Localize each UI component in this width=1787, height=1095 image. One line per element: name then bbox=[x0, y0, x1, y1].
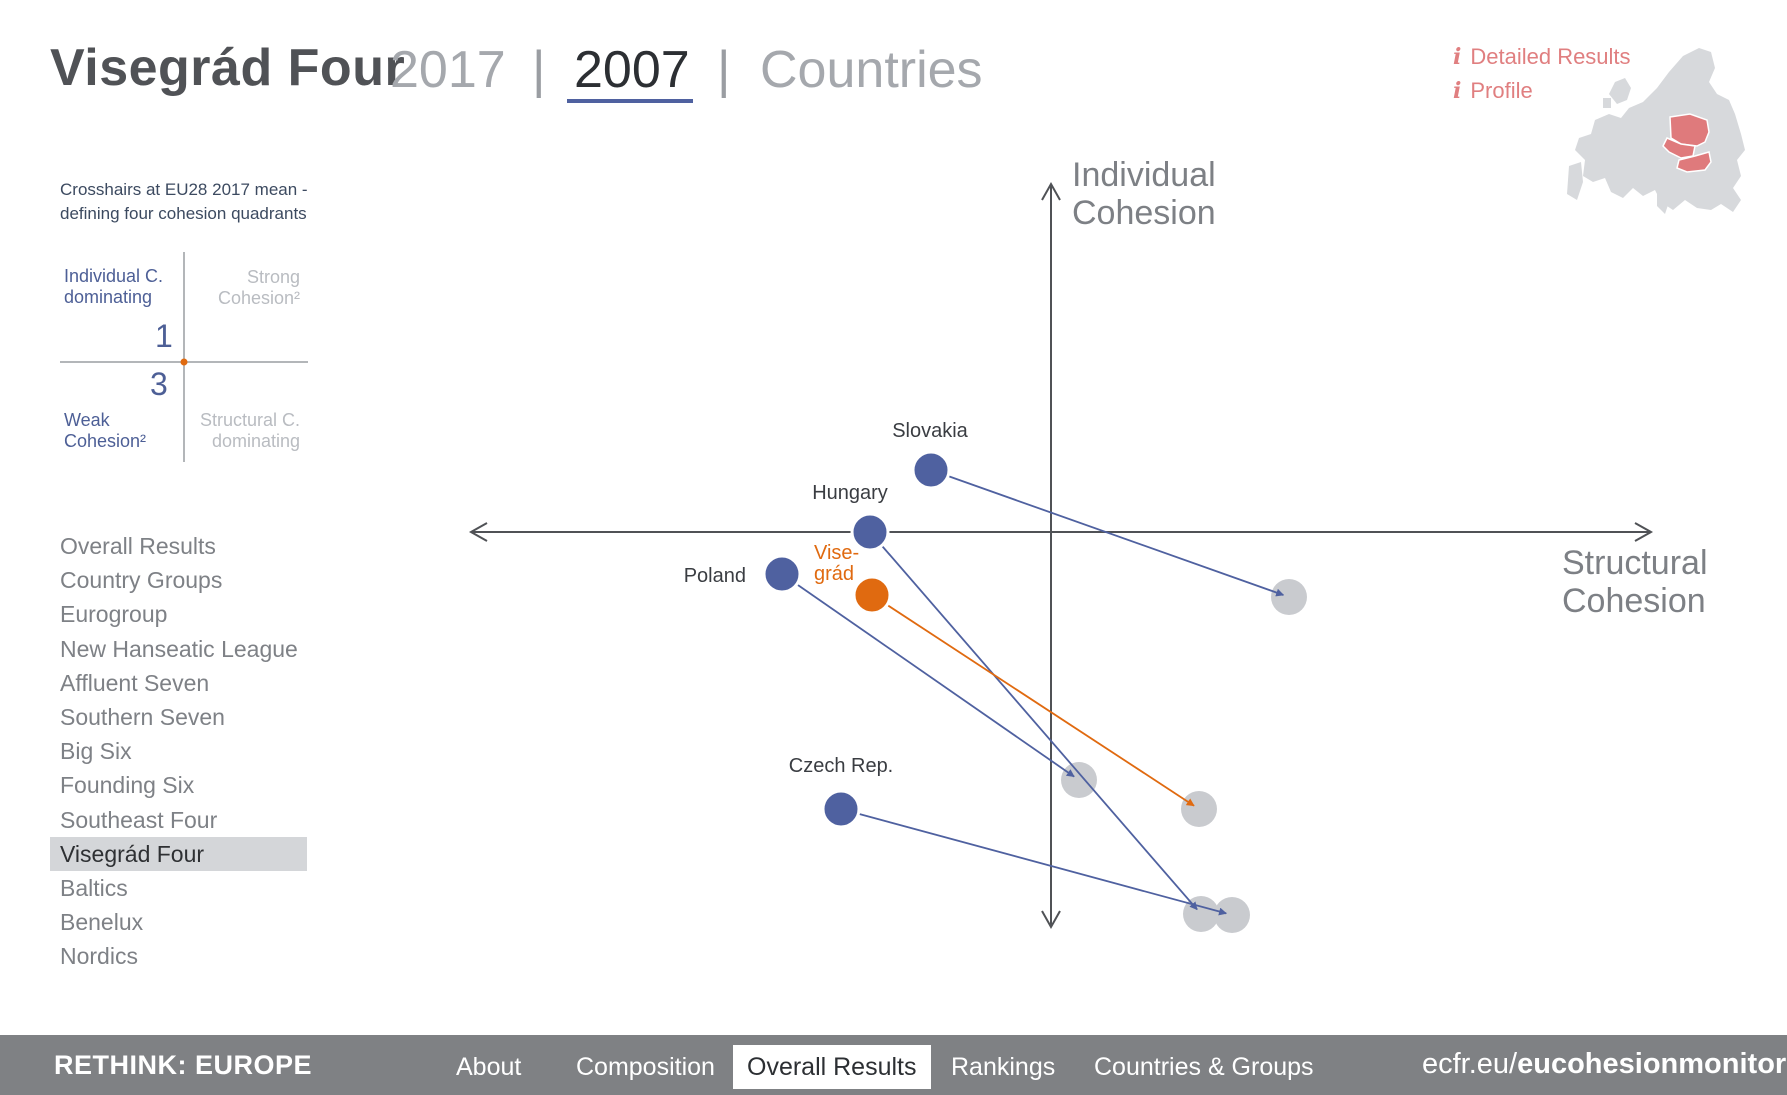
y-axis-arrow-down bbox=[1041, 910, 1061, 930]
start-point bbox=[911, 450, 951, 490]
trajectory-arrow bbox=[858, 812, 1227, 916]
end-point bbox=[1214, 897, 1250, 933]
year-2007-tab[interactable]: 2007 bbox=[574, 41, 690, 99]
nav-item[interactable]: Southeast Four bbox=[60, 806, 218, 833]
quadrant-count-bottom-left: 3 bbox=[150, 366, 168, 402]
quadrant-legend-diagram bbox=[60, 252, 308, 462]
point-label: Slovakia bbox=[892, 420, 968, 442]
quadrant-label-strong-cohesion: Strong Cohesion² bbox=[217, 267, 300, 308]
start-point bbox=[762, 554, 802, 594]
start-point bbox=[821, 789, 861, 829]
start-point bbox=[850, 512, 890, 552]
x-axis-label: Structural Cohesion bbox=[1562, 544, 1708, 620]
point-label: Vise-grád bbox=[814, 542, 859, 585]
footer-nav-item[interactable]: Overall Results bbox=[733, 1045, 931, 1089]
point-label: Poland bbox=[684, 565, 746, 587]
nav-item[interactable]: Affluent Seven bbox=[60, 669, 210, 696]
footer-nav-item[interactable]: Countries & Groups bbox=[1094, 1053, 1314, 1081]
nav-item[interactable]: Visegrád Four bbox=[50, 836, 307, 871]
page-title: Visegrád Four bbox=[50, 39, 406, 97]
nav-item[interactable]: Founding Six bbox=[60, 772, 195, 799]
y-axis-label: Individual Cohesion bbox=[1072, 156, 1216, 232]
y-axis-arrow-up bbox=[1041, 181, 1061, 201]
nav-item[interactable]: Country Groups bbox=[60, 567, 223, 594]
start-point bbox=[852, 575, 892, 615]
nav-item[interactable]: Baltics bbox=[60, 875, 128, 901]
site-url[interactable]: ecfr.eu/eucohesionmonitor bbox=[1422, 1048, 1787, 1080]
brand-logo[interactable]: RETHINK: EUROPE bbox=[54, 1050, 313, 1080]
trajectory-arrow bbox=[886, 604, 1195, 807]
nav-item[interactable]: Big Six bbox=[60, 738, 132, 765]
point-label: Hungary bbox=[812, 482, 888, 504]
detailed-results-label: Detailed Results bbox=[1470, 44, 1631, 69]
nav-item[interactable]: New Hanseatic League bbox=[60, 635, 298, 662]
nav-item[interactable]: Overall Results bbox=[60, 533, 216, 559]
nav-item[interactable]: Eurogroup bbox=[60, 601, 168, 628]
end-point bbox=[1271, 579, 1307, 615]
info-icon: i bbox=[1453, 44, 1462, 70]
profile-label: Profile bbox=[1470, 78, 1533, 103]
header-separator: | bbox=[717, 41, 731, 99]
cohesion-chart: Slovakia Hungary Poland Vise-grád Czech Rep. bbox=[468, 181, 1654, 933]
footer-nav-item[interactable]: About bbox=[456, 1053, 522, 1081]
nav-item[interactable]: Benelux bbox=[60, 909, 144, 936]
chart-axes bbox=[468, 181, 1654, 930]
detailed-results-link[interactable]: i Detailed Results bbox=[1453, 44, 1631, 70]
end-point bbox=[1183, 896, 1219, 932]
footer-nav-item[interactable]: Composition bbox=[576, 1053, 715, 1081]
quadrant-label-weak-cohesion: Weak Cohesion² bbox=[64, 410, 147, 451]
quadrant-count-top-left: 1 bbox=[155, 318, 173, 354]
countries-tab[interactable]: Countries bbox=[760, 41, 983, 99]
end-point bbox=[1061, 762, 1097, 798]
nav-item[interactable]: Nordics bbox=[60, 943, 138, 970]
quadrant-label-structural-dominating: Structural C. dominating bbox=[199, 410, 300, 451]
chart-marks: Slovakia Hungary Poland Vise-grád Czech Rep. bbox=[684, 420, 1307, 933]
point-label: Czech Rep. bbox=[789, 755, 894, 777]
year-2017-tab[interactable]: 2017 bbox=[390, 41, 506, 99]
europe-map-icon[interactable] bbox=[1565, 42, 1750, 222]
header-separator: | bbox=[532, 41, 546, 99]
x-axis-arrow-right bbox=[1634, 522, 1654, 542]
legend-caption: Crosshairs at EU28 2017 mean - defining … bbox=[60, 180, 308, 223]
x-axis-arrow-left bbox=[468, 522, 488, 542]
nav-item[interactable]: Southern Seven bbox=[60, 704, 225, 730]
quadrant-label-individual-dominating: Individual C. dominating bbox=[64, 266, 164, 307]
trajectory-arrow bbox=[796, 583, 1075, 778]
footer-nav-item[interactable]: Rankings bbox=[951, 1053, 1056, 1081]
trajectory-arrow bbox=[947, 475, 1285, 597]
active-tab-underline bbox=[567, 99, 693, 103]
trajectory-arrow bbox=[881, 545, 1198, 911]
end-point bbox=[1181, 791, 1217, 827]
profile-link[interactable]: i Profile bbox=[1453, 78, 1533, 104]
info-icon: i bbox=[1453, 78, 1462, 104]
